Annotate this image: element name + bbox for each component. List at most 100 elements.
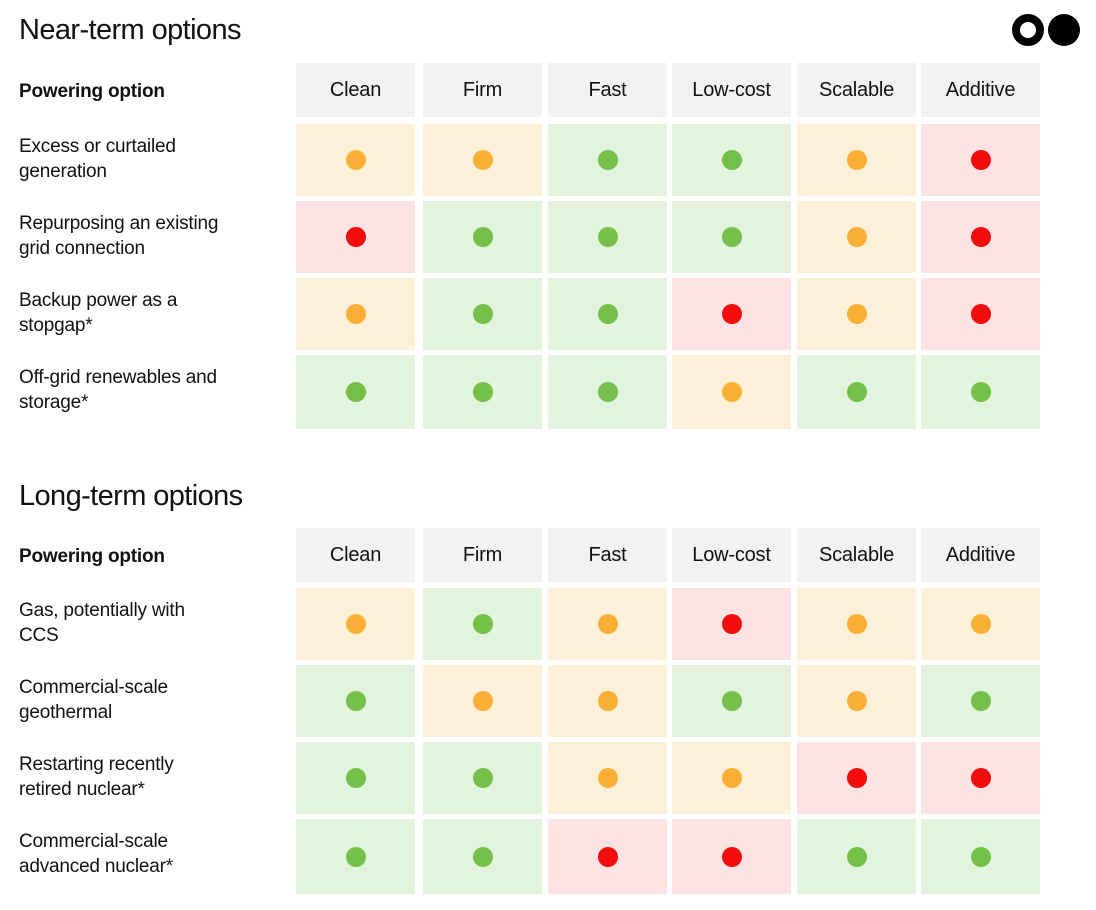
red-status-dot-icon — [970, 227, 991, 247]
red-status-dot-icon — [345, 227, 366, 247]
rating-cell-additive — [921, 742, 1040, 814]
column-header-firm: Firm — [423, 528, 542, 582]
rating-cell-additive — [921, 588, 1040, 660]
orange-status-dot-icon — [846, 304, 867, 324]
green-status-dot-icon — [597, 227, 618, 247]
green-status-dot-icon — [472, 768, 493, 788]
green-status-dot-icon — [846, 846, 867, 867]
green-status-dot-icon — [970, 846, 991, 867]
green-status-dot-icon — [721, 227, 742, 247]
red-status-dot-icon — [721, 614, 742, 634]
orange-status-dot-icon — [721, 768, 742, 788]
rating-cell-low-cost — [672, 124, 791, 196]
rating-cell-firm — [423, 201, 542, 273]
red-status-dot-icon — [721, 304, 742, 324]
orange-status-dot-icon — [597, 691, 618, 711]
rating-cell-additive — [921, 278, 1040, 350]
orange-status-dot-icon — [597, 768, 618, 788]
rating-cell-additive — [921, 201, 1040, 273]
rating-cell-fast — [548, 665, 667, 737]
powering-option-header: Powering option — [19, 81, 165, 102]
green-status-dot-icon — [472, 304, 493, 324]
orange-status-dot-icon — [472, 150, 493, 170]
orange-status-dot-icon — [846, 227, 867, 247]
green-status-dot-icon — [345, 691, 366, 711]
rating-cell-firm — [423, 124, 542, 196]
green-status-dot-icon — [472, 846, 493, 867]
rating-cell-firm — [423, 819, 542, 894]
rating-cell-scalable — [797, 665, 916, 737]
rating-cell-scalable — [797, 355, 916, 429]
rating-cell-clean — [296, 124, 415, 196]
row-label: Backup power as a stopgap* — [19, 290, 178, 336]
rating-cell-scalable — [797, 819, 916, 894]
column-header-firm: Firm — [423, 63, 542, 117]
orange-status-dot-icon — [846, 691, 867, 711]
row-label: Off-grid renewables and storage* — [19, 367, 217, 413]
orange-status-dot-icon — [597, 614, 618, 634]
rating-cell-additive — [921, 124, 1040, 196]
green-status-dot-icon — [597, 150, 618, 170]
rating-cell-fast — [548, 742, 667, 814]
column-header-additive: Additive — [921, 528, 1040, 582]
rating-cell-additive — [921, 819, 1040, 894]
red-status-dot-icon — [846, 768, 867, 788]
rating-cell-fast — [548, 355, 667, 429]
orange-status-dot-icon — [721, 382, 742, 402]
column-header-fast: Fast — [548, 63, 667, 117]
green-status-dot-icon — [846, 382, 867, 402]
rating-cell-low-cost — [672, 819, 791, 894]
two-circles-logo-icon — [1012, 14, 1080, 46]
column-header-scalable: Scalable — [797, 63, 916, 117]
green-status-dot-icon — [472, 227, 493, 247]
rating-cell-additive — [921, 355, 1040, 429]
row-label: Excess or curtailed generation — [19, 136, 176, 182]
red-status-dot-icon — [597, 846, 618, 867]
rating-cell-firm — [423, 278, 542, 350]
green-status-dot-icon — [345, 382, 366, 402]
red-status-dot-icon — [721, 846, 742, 867]
rating-cell-fast — [548, 201, 667, 273]
section-title: Near-term options — [19, 14, 241, 46]
green-status-dot-icon — [345, 768, 366, 788]
section-title: Long-term options — [19, 480, 243, 512]
rating-cell-firm — [423, 742, 542, 814]
rating-cell-firm — [423, 665, 542, 737]
rating-cell-low-cost — [672, 588, 791, 660]
powering-option-header: Powering option — [19, 546, 165, 567]
green-status-dot-icon — [345, 846, 366, 867]
column-header-low-cost: Low-cost — [672, 528, 791, 582]
rating-cell-clean — [296, 588, 415, 660]
rating-cell-low-cost — [672, 742, 791, 814]
column-header-clean: Clean — [296, 528, 415, 582]
column-header-fast: Fast — [548, 528, 667, 582]
orange-status-dot-icon — [472, 691, 493, 711]
rating-cell-scalable — [797, 278, 916, 350]
orange-status-dot-icon — [345, 614, 366, 634]
rating-cell-firm — [423, 355, 542, 429]
row-label: Gas, potentially with CCS — [19, 600, 185, 646]
green-status-dot-icon — [721, 691, 742, 711]
green-status-dot-icon — [970, 382, 991, 402]
rating-cell-low-cost — [672, 665, 791, 737]
green-status-dot-icon — [597, 304, 618, 324]
green-status-dot-icon — [970, 691, 991, 711]
rating-cell-scalable — [797, 124, 916, 196]
row-label: Commercial-scale advanced nuclear* — [19, 831, 173, 877]
rating-cell-firm — [423, 588, 542, 660]
rating-cell-fast — [548, 278, 667, 350]
orange-status-dot-icon — [345, 304, 366, 324]
rating-cell-low-cost — [672, 355, 791, 429]
orange-status-dot-icon — [846, 150, 867, 170]
green-status-dot-icon — [472, 614, 493, 634]
green-status-dot-icon — [472, 382, 493, 402]
rating-cell-fast — [548, 819, 667, 894]
rating-cell-fast — [548, 124, 667, 196]
column-header-scalable: Scalable — [797, 528, 916, 582]
rating-cell-fast — [548, 588, 667, 660]
green-status-dot-icon — [721, 150, 742, 170]
column-header-clean: Clean — [296, 63, 415, 117]
orange-status-dot-icon — [970, 614, 991, 634]
rating-cell-clean — [296, 819, 415, 894]
orange-status-dot-icon — [345, 150, 366, 170]
